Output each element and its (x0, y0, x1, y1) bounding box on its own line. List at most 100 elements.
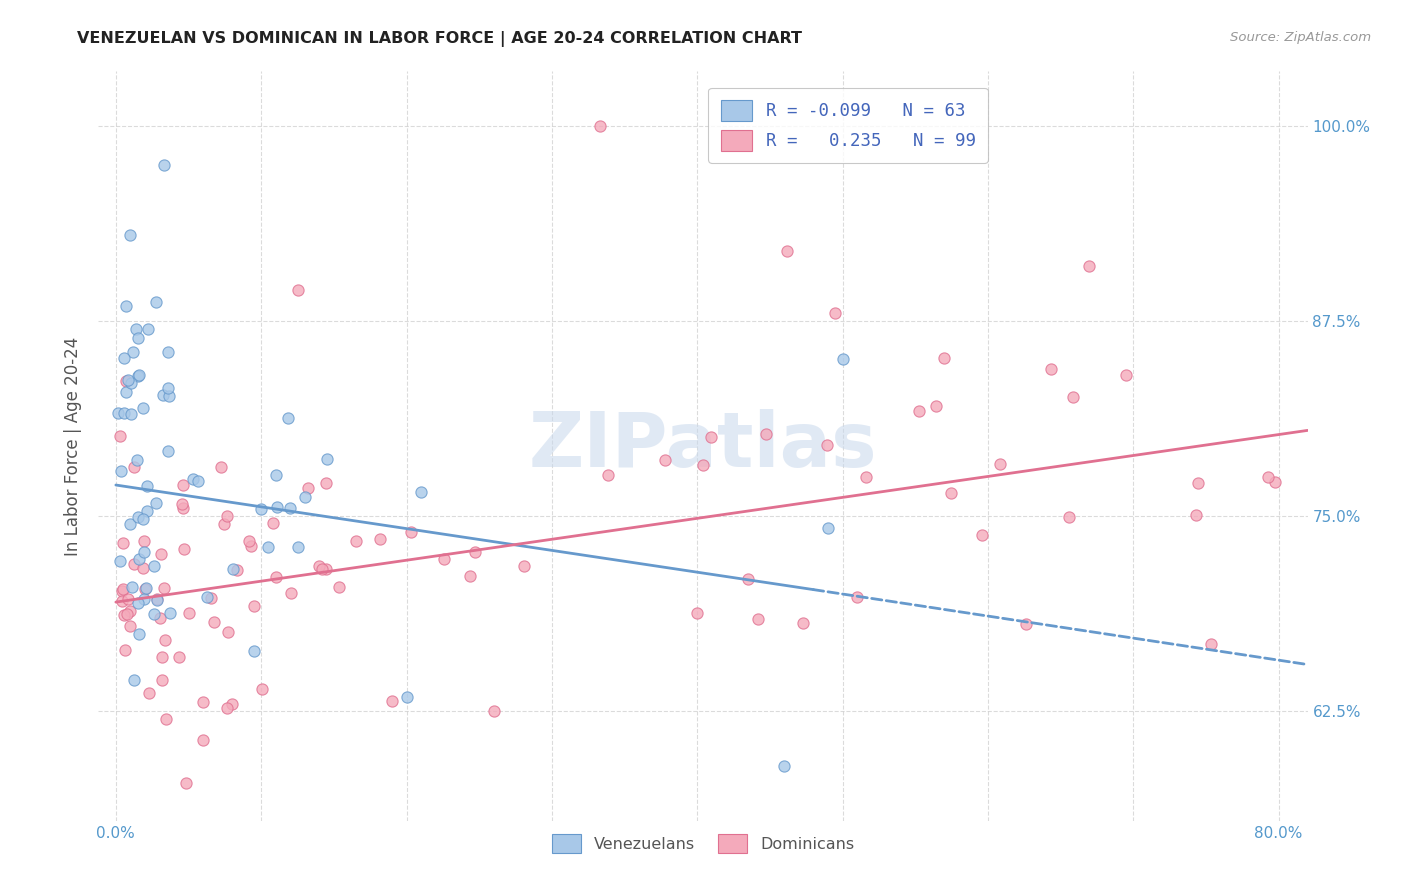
Point (146, 592, 169, 607)
Point (1115, 368, 1137, 383)
Point (111, 583, 134, 598)
Point (120, 376, 142, 391)
Point (112, 406, 135, 420)
Point (221, 697, 243, 711)
Point (138, 322, 160, 336)
Point (121, 580, 143, 594)
Point (127, 510, 149, 524)
Point (120, 407, 142, 421)
Point (170, 497, 193, 511)
Point (215, 700, 238, 714)
Point (278, 501, 301, 516)
Point (217, 509, 239, 524)
Point (157, 381, 180, 395)
Point (242, 599, 264, 613)
Point (150, 649, 173, 664)
Point (264, 467, 287, 482)
Point (195, 590, 218, 604)
Point (128, 627, 150, 641)
Point (181, 471, 204, 485)
Point (589, 119, 612, 133)
Point (596, 468, 619, 483)
Point (132, 534, 155, 549)
Point (114, 643, 136, 657)
Point (370, 532, 392, 546)
Point (257, 540, 280, 554)
Point (1257, 470, 1279, 484)
Point (115, 298, 138, 312)
Point (125, 322, 148, 336)
Point (222, 562, 245, 576)
Point (138, 686, 160, 700)
Point (737, 572, 759, 586)
Point (287, 540, 309, 554)
Point (169, 649, 191, 664)
Point (1187, 476, 1209, 491)
Point (831, 352, 853, 367)
Point (115, 385, 138, 400)
Point (131, 512, 153, 526)
Point (1062, 390, 1084, 404)
Text: ZIPatlas: ZIPatlas (529, 409, 877, 483)
Point (311, 562, 333, 576)
Point (145, 495, 167, 509)
Point (193, 733, 215, 747)
Point (209, 460, 232, 475)
Point (128, 368, 150, 382)
Point (280, 586, 302, 600)
Point (243, 644, 266, 658)
Point (134, 582, 156, 596)
Point (907, 404, 929, 418)
Point (193, 695, 215, 709)
Point (277, 410, 299, 425)
Point (155, 712, 177, 726)
Point (747, 612, 769, 626)
Point (112, 608, 135, 623)
Point (1039, 362, 1062, 376)
Point (172, 500, 194, 515)
Point (122, 345, 145, 359)
Point (152, 582, 174, 596)
Point (308, 558, 330, 573)
Point (127, 596, 149, 610)
Point (149, 610, 172, 624)
Point (157, 443, 180, 458)
Point (792, 615, 814, 630)
Point (297, 481, 319, 495)
Point (815, 438, 838, 452)
Point (287, 283, 309, 297)
Point (131, 401, 153, 416)
Point (513, 559, 536, 574)
Point (153, 633, 176, 648)
Point (108, 554, 131, 568)
Point (127, 331, 149, 345)
Point (773, 759, 796, 773)
Point (159, 607, 181, 621)
Point (156, 345, 179, 359)
Point (692, 458, 714, 472)
Point (846, 590, 869, 604)
Point (686, 606, 709, 620)
Point (315, 475, 337, 490)
Text: Source: ZipAtlas.com: Source: ZipAtlas.com (1230, 31, 1371, 45)
Point (117, 373, 139, 387)
Point (932, 351, 955, 366)
Point (174, 776, 197, 790)
Point (654, 453, 676, 467)
Point (250, 682, 273, 697)
Point (173, 542, 195, 557)
Point (939, 486, 962, 500)
Point (464, 545, 486, 559)
Point (122, 558, 145, 572)
Point (157, 389, 180, 403)
Point (328, 580, 350, 594)
Point (187, 474, 209, 488)
Point (344, 534, 367, 549)
Point (145, 295, 167, 310)
Point (217, 625, 239, 640)
Point (172, 478, 194, 492)
Point (239, 539, 262, 553)
Point (433, 552, 456, 566)
Point (112, 351, 135, 365)
Point (117, 592, 139, 607)
